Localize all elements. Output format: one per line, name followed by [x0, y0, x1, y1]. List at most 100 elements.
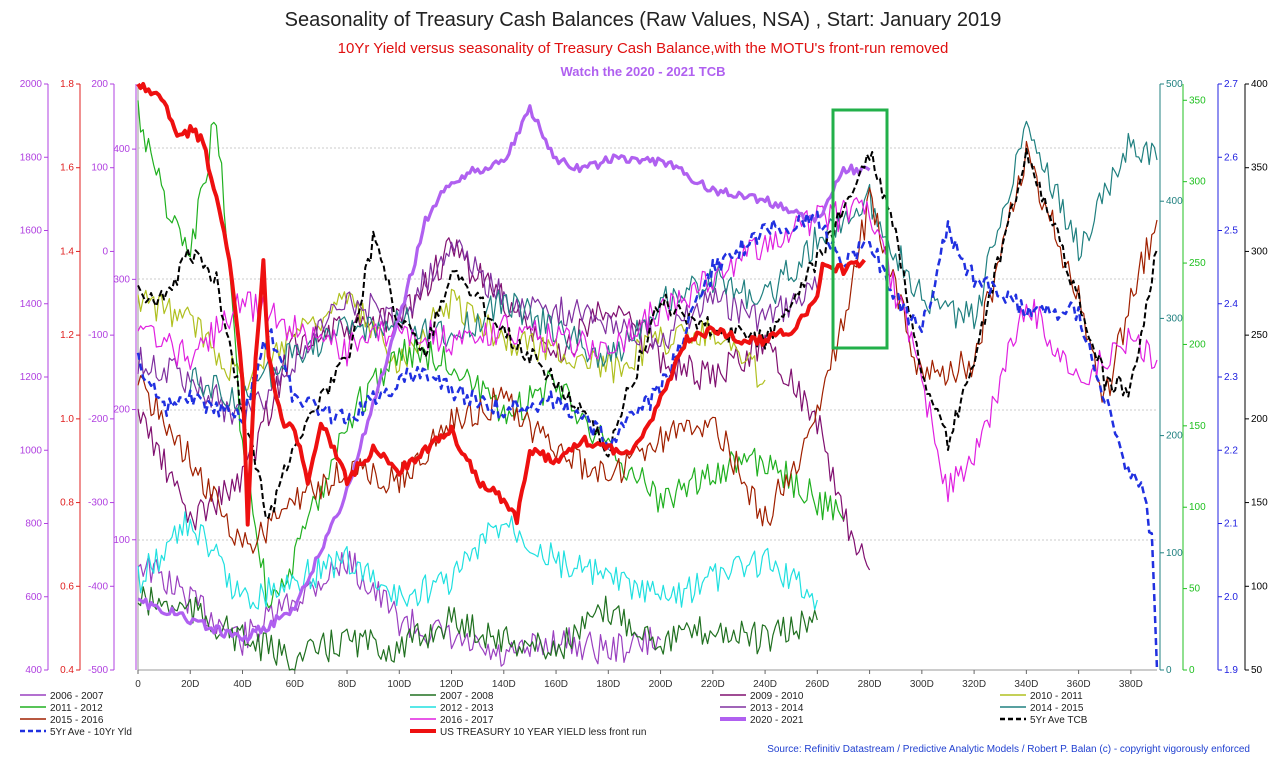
legend-label: 2015 - 2016 — [50, 715, 104, 726]
left-axis-label: 200 — [91, 79, 108, 90]
left-axis-label: 600 — [25, 592, 42, 603]
right-axis-label: 250 — [1251, 330, 1268, 341]
highlight-box — [831, 108, 889, 350]
right-axis-label: 2.6 — [1224, 152, 1238, 163]
legend-label: 5Yr Ave TCB — [1030, 715, 1088, 726]
chart-subtitle-2: Watch the 2020 - 2021 TCB — [561, 64, 726, 79]
legend-label: 2006 - 2007 — [50, 691, 104, 702]
right-axis-label: 350 — [1251, 163, 1268, 174]
x-tick-label: 60D — [286, 679, 304, 690]
plot-area: 0 20D 40D 60D 80D 100D 120D 140D 160D 180D 200D 220… — [20, 79, 1268, 690]
left-axis-label: 100 — [91, 163, 108, 174]
left-axis-label: 100 — [113, 535, 130, 546]
right-axis-label: 2.1 — [1224, 519, 1238, 530]
x-tick-label: 360D — [1067, 679, 1091, 690]
series-line-5yr-ave-tcb — [137, 147, 1158, 520]
right-axis-label: 50 — [1251, 665, 1263, 676]
legend-label: 2012 - 2013 — [440, 703, 494, 714]
x-tick-label: 320D — [962, 679, 986, 690]
x-tick-label: 140D — [492, 679, 516, 690]
series-line-2007-2008 — [137, 586, 818, 671]
x-tick-label: 40D — [233, 679, 251, 690]
series-line-2011-2012 — [137, 100, 845, 609]
left-axis-label: -400 — [88, 581, 108, 592]
x-tick-label: 300D — [910, 679, 934, 690]
right-axis-label: 200 — [1251, 414, 1268, 425]
legend-label: 2013 - 2014 — [750, 703, 804, 714]
left-axis-label: -300 — [88, 498, 108, 509]
right-axis-label: 200 — [1166, 431, 1183, 442]
left-axis-label: 0 — [102, 246, 108, 257]
x-tick-label: 80D — [338, 679, 356, 690]
left-axis-label: 2000 — [20, 79, 43, 90]
left-axis-label: 1.0 — [60, 414, 74, 425]
right-axis-label: 2.4 — [1224, 299, 1238, 310]
x-tick-label: 160D — [544, 679, 568, 690]
right-axis-label: 50 — [1189, 584, 1201, 595]
chart-subtitle: 10Yr Yield versus seasonality of Treasur… — [338, 40, 949, 57]
left-axis-label: 1800 — [20, 152, 43, 163]
right-axis-label: 150 — [1251, 498, 1268, 509]
left-axis-label: 0.4 — [60, 665, 74, 676]
right-axis-label: 300 — [1251, 246, 1268, 257]
x-tick-label: 0 — [135, 679, 141, 690]
right-axis-label: 1.9 — [1224, 665, 1238, 676]
right-axis-label: 100 — [1189, 502, 1206, 513]
legend-label: 2016 - 2017 — [440, 715, 494, 726]
right-axis-label: 100 — [1251, 581, 1268, 592]
left-axis-label: 400 — [25, 665, 42, 676]
series-line-5yr-ave-10yr-yld — [136, 210, 1159, 671]
left-axis-label: 400 — [113, 144, 130, 155]
right-axis-label: 100 — [1166, 548, 1183, 559]
series-line-2014-2015 — [189, 120, 1158, 410]
x-tick-label: 100D — [387, 679, 411, 690]
right-axis-label: 200 — [1189, 339, 1206, 350]
right-axis-label: 300 — [1166, 313, 1183, 324]
x-tick-label: 220D — [701, 679, 725, 690]
right-axis-label: 2.2 — [1224, 445, 1238, 456]
x-tick-label: 120D — [440, 679, 464, 690]
left-axis-label: 1400 — [20, 299, 43, 310]
right-axis-label: 400 — [1251, 79, 1268, 90]
left-axis-label: 300 — [113, 274, 130, 285]
left-axis-label: 0.6 — [60, 581, 74, 592]
x-tick-label: 380D — [1119, 679, 1143, 690]
right-axis-label: 150 — [1189, 421, 1206, 432]
x-tick-label: 240D — [753, 679, 777, 690]
legend-label: 2011 - 2012 — [50, 703, 103, 714]
right-axis-label: 2.5 — [1224, 226, 1238, 237]
legend-label: 2020 - 2021 — [750, 715, 804, 726]
left-axis-label: -200 — [88, 414, 108, 425]
legend-label: 2007 - 2008 — [440, 691, 494, 702]
left-axis-label: 0.8 — [60, 498, 74, 509]
legend-label: 2010 - 2011 — [1030, 691, 1083, 702]
right-axis-label: 0 — [1189, 665, 1195, 676]
left-axis-label: 1.2 — [60, 330, 74, 341]
left-axis-label: -100 — [88, 330, 108, 341]
right-axis-label: 2.3 — [1224, 372, 1238, 383]
x-tick-label: 180D — [596, 679, 620, 690]
series-line-2016-2017 — [137, 197, 1158, 503]
left-axis-label: 800 — [25, 519, 42, 530]
x-tick-label: 340D — [1014, 679, 1038, 690]
left-axis-label: 1.4 — [60, 246, 74, 257]
left-axis-label: 200 — [113, 405, 130, 416]
x-tick-label: 260D — [805, 679, 829, 690]
x-tick-label: 20D — [181, 679, 199, 690]
left-axis-label: 1.6 — [60, 163, 74, 174]
chart-title: Seasonality of Treasury Cash Balances (R… — [285, 9, 1002, 31]
right-axis-label: 2.7 — [1224, 79, 1238, 90]
series-line-2006-2007 — [137, 550, 662, 667]
left-axis-label: 1200 — [20, 372, 43, 383]
right-axis-label: 400 — [1166, 196, 1183, 207]
left-axis-label: 1.8 — [60, 79, 74, 90]
right-axis-label: 300 — [1189, 177, 1206, 188]
legend-label: 2014 - 2015 — [1030, 703, 1084, 714]
source-note: Source: Refinitiv Datastream / Predictiv… — [767, 744, 1250, 755]
right-axis-label: 250 — [1189, 258, 1206, 269]
right-axis-label: 350 — [1189, 95, 1206, 106]
right-axis-label: 500 — [1166, 79, 1183, 90]
x-tick-label: 280D — [858, 679, 882, 690]
legend-label: 5Yr Ave - 10Yr Yld — [50, 727, 132, 738]
